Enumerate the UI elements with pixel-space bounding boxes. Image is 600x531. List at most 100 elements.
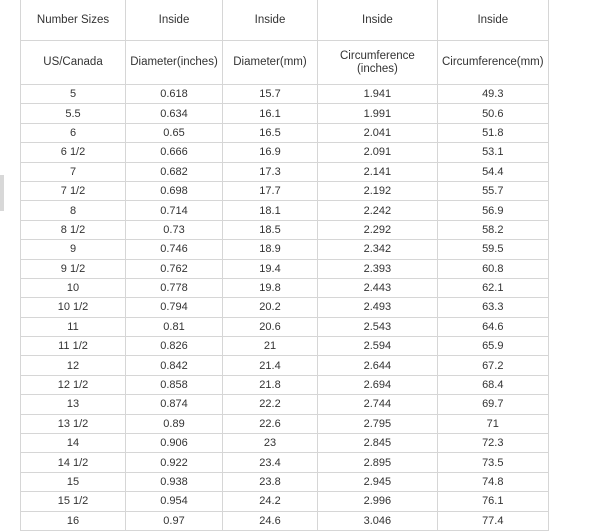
table-cell: 0.666 (125, 142, 223, 163)
table-cell: 11 1/2 (20, 336, 126, 357)
table-row: 8 1/2 0.73 18.5 2.292 58.2 (20, 219, 549, 241)
table-cell: 0.954 (125, 491, 223, 512)
table-row: 9 0.746 18.9 2.342 59.5 (20, 239, 549, 260)
header-cell: Inside (222, 0, 318, 41)
table-row: 12 0.842 21.4 2.644 67.2 (20, 355, 549, 376)
table-cell: 0.618 (125, 83, 223, 105)
table-cell: 69.7 (436, 394, 549, 415)
header-cell: Inside (436, 0, 549, 41)
table-cell: 16.9 (222, 142, 318, 163)
table-row: 11 1/2 0.826 21 2.594 65.9 (20, 336, 549, 357)
table-row: 7 1/2 0.698 17.7 2.192 55.7 (20, 180, 549, 202)
table-cell: 0.922 (125, 452, 223, 473)
table-cell: 67.2 (436, 355, 549, 376)
table-cell: 68.4 (436, 374, 549, 396)
table-cell: 13 (20, 394, 126, 415)
table-cell: 2.895 (317, 452, 438, 473)
table-row: 8 0.714 18.1 2.242 56.9 (20, 200, 549, 221)
table-cell: 0.746 (125, 239, 223, 260)
table-cell: 18.5 (222, 219, 318, 241)
table-cell: 2.694 (317, 374, 438, 396)
table-cell: 5.5 (20, 103, 126, 124)
table-cell: 6 1/2 (20, 142, 126, 163)
table-cell: 74.8 (436, 471, 549, 493)
table-cell: 2.242 (317, 200, 438, 221)
table-cell: 1.941 (317, 83, 438, 105)
table-cell: 0.714 (125, 200, 223, 221)
table-cell: 2.644 (317, 355, 438, 376)
table-cell: 0.826 (125, 336, 223, 357)
table-cell: 64.6 (436, 316, 549, 338)
table-cell: 73.5 (436, 452, 549, 473)
table-cell: 9 1/2 (20, 258, 126, 279)
table-cell: 1.991 (317, 103, 438, 124)
ring-size-table: Number Sizes Inside Inside Inside Inside… (20, 0, 549, 531)
table-cell: 18.1 (222, 200, 318, 221)
table-cell: 8 1/2 (20, 219, 126, 241)
table-cell: 16 (20, 510, 126, 531)
table-row: 6 0.65 16.5 2.041 51.8 (20, 122, 549, 144)
header-cell: Circumference (inches) (317, 40, 438, 85)
table-cell: 10 (20, 277, 126, 299)
header-cell: Inside (317, 0, 438, 41)
table-cell: 5 (20, 83, 126, 105)
table-cell: 23.8 (222, 471, 318, 493)
table-cell: 20.2 (222, 297, 318, 318)
table-cell: 55.7 (436, 180, 549, 202)
table-row: 9 1/2 0.762 19.4 2.393 60.8 (20, 258, 549, 279)
table-cell: 24.6 (222, 510, 318, 531)
table-cell: 60.8 (436, 258, 549, 279)
table-cell: 7 (20, 161, 126, 182)
table-cell: 65.9 (436, 336, 549, 357)
table-cell: 0.698 (125, 180, 223, 202)
header-cell: Number Sizes (20, 0, 126, 41)
scroll-edge-marker (0, 175, 4, 211)
table-cell: 13 1/2 (20, 413, 126, 435)
table-cell: 21.4 (222, 355, 318, 376)
table-row: 7 0.682 17.3 2.141 54.4 (20, 161, 549, 182)
table-cell: 2.795 (317, 413, 438, 435)
table-cell: 76.1 (436, 491, 549, 512)
table-cell: 0.65 (125, 122, 223, 144)
table-row: 12 1/2 0.858 21.8 2.694 68.4 (20, 374, 549, 396)
header-cell: Diameter(mm) (222, 40, 318, 85)
table-row: 14 1/2 0.922 23.4 2.895 73.5 (20, 452, 549, 473)
table-cell: 19.4 (222, 258, 318, 279)
table-row: 5.5 0.634 16.1 1.991 50.6 (20, 103, 549, 124)
table-cell: 15.7 (222, 83, 318, 105)
table-cell: 56.9 (436, 200, 549, 221)
table-cell: 51.8 (436, 122, 549, 144)
table-cell: 24.2 (222, 491, 318, 512)
table-cell: 16.1 (222, 103, 318, 124)
table-cell: 2.594 (317, 336, 438, 357)
table-cell: 2.845 (317, 433, 438, 454)
table-cell: 17.7 (222, 180, 318, 202)
table-cell: 2.041 (317, 122, 438, 144)
table-cell: 0.97 (125, 510, 223, 531)
table-cell: 72.3 (436, 433, 549, 454)
table-cell: 16.5 (222, 122, 318, 144)
table-cell: 22.2 (222, 394, 318, 415)
header-row-1: Number Sizes Inside Inside Inside Inside (20, 0, 549, 41)
header-cell: Circumference(mm) (436, 40, 549, 85)
table-cell: 0.634 (125, 103, 223, 124)
table-cell: 14 (20, 433, 126, 454)
table-cell: 0.794 (125, 297, 223, 318)
table-cell: 10 1/2 (20, 297, 126, 318)
table-cell: 23.4 (222, 452, 318, 473)
header-cell: US/Canada (20, 40, 126, 85)
header-cell: Inside (125, 0, 223, 41)
table-cell: 12 1/2 (20, 374, 126, 396)
table-cell: 7 1/2 (20, 180, 126, 202)
table-cell: 15 (20, 471, 126, 493)
table-cell: 21.8 (222, 374, 318, 396)
table-cell: 14 1/2 (20, 452, 126, 473)
table-cell: 63.3 (436, 297, 549, 318)
table-cell: 54.4 (436, 161, 549, 182)
table-cell: 0.762 (125, 258, 223, 279)
table-cell: 53.1 (436, 142, 549, 163)
table-cell: 2.744 (317, 394, 438, 415)
table-cell: 0.81 (125, 316, 223, 338)
table-cell: 71 (436, 413, 549, 435)
table-cell: 9 (20, 239, 126, 260)
